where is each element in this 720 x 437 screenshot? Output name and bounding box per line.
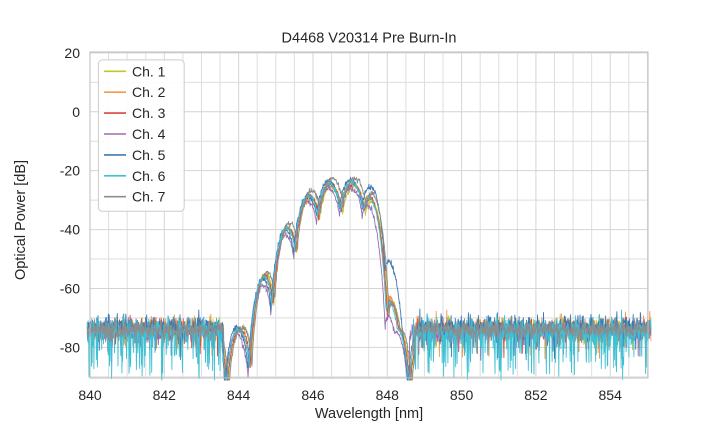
svg-text:Ch. 4: Ch. 4	[132, 126, 166, 142]
svg-text:846: 846	[301, 387, 325, 403]
svg-text:D4468 V20314 Pre Burn-In: D4468 V20314 Pre Burn-In	[282, 31, 457, 47]
svg-text:-60: -60	[60, 281, 80, 297]
svg-text:840: 840	[78, 387, 102, 403]
svg-text:Ch. 6: Ch. 6	[132, 168, 166, 184]
svg-text:844: 844	[227, 387, 251, 403]
svg-text:Ch. 7: Ch. 7	[132, 189, 166, 205]
svg-text:Optical Power [dB]: Optical Power [dB]	[13, 160, 29, 280]
svg-text:-80: -80	[60, 339, 80, 355]
svg-text:850: 850	[450, 387, 474, 403]
svg-text:-40: -40	[60, 222, 80, 238]
svg-text:Wavelength [nm]: Wavelength [nm]	[315, 406, 423, 422]
svg-text:Ch. 2: Ch. 2	[132, 84, 166, 100]
svg-text:Ch. 3: Ch. 3	[132, 105, 166, 121]
svg-text:854: 854	[599, 387, 623, 403]
svg-text:852: 852	[524, 387, 548, 403]
svg-text:20: 20	[64, 45, 80, 61]
svg-text:0: 0	[72, 104, 80, 120]
svg-text:-20: -20	[60, 163, 80, 179]
svg-text:Ch. 5: Ch. 5	[132, 147, 166, 163]
svg-text:842: 842	[153, 387, 177, 403]
svg-text:Ch. 1: Ch. 1	[132, 63, 166, 79]
svg-text:848: 848	[376, 387, 400, 403]
